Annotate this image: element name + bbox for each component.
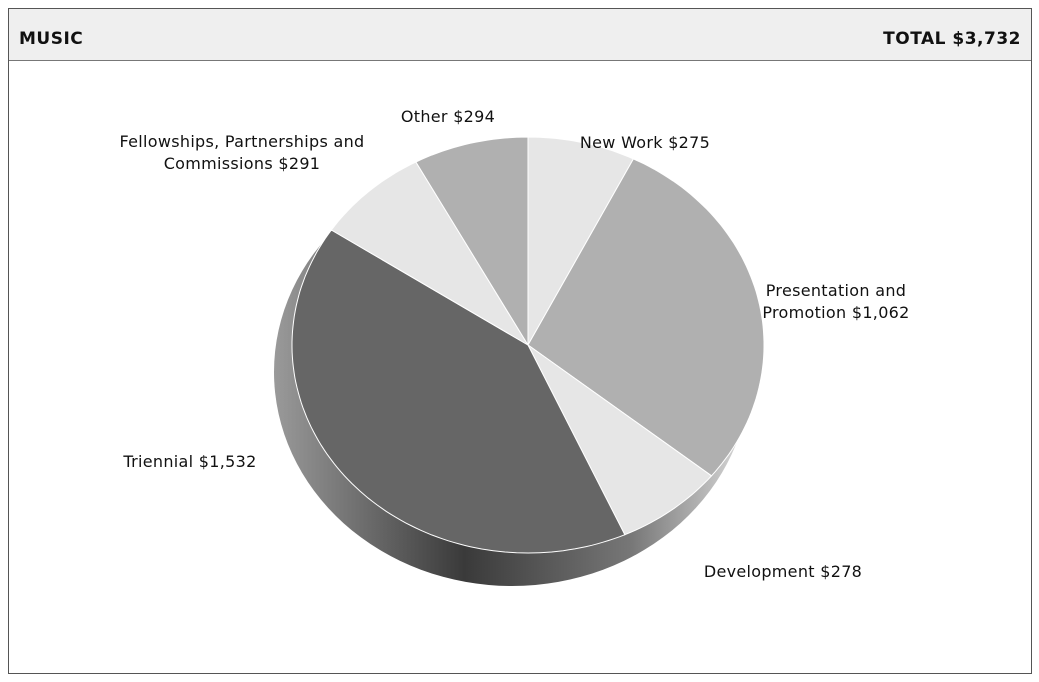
category-name: Triennial [123, 452, 194, 471]
value-label: $291 [278, 154, 321, 173]
pie-slice [527, 344, 713, 536]
chart-title: MUSIC [19, 29, 84, 49]
slice-label: Triennial $1,532 [40, 451, 340, 473]
total-label: TOTAL $3,732 [883, 29, 1021, 49]
slice-label: Development $278 [633, 561, 933, 583]
value-label: $275 [668, 133, 711, 152]
slice-label: Presentation and Promotion $1,062 [726, 280, 946, 324]
slice-label: New Work $275 [495, 132, 795, 154]
pie-slice [415, 136, 529, 347]
category-name: Other [400, 107, 448, 126]
header: MUSIC TOTAL $3,732 [9, 9, 1031, 61]
pie-slice [527, 136, 635, 347]
value-label: $1,532 [198, 452, 257, 471]
category-name: Presentation and Promotion [762, 281, 907, 322]
pie-slice [527, 158, 765, 477]
pie-slice [291, 229, 626, 554]
panel: MUSIC TOTAL $3,732 [8, 8, 1032, 674]
category-name: Development [703, 562, 815, 581]
category-name: New Work [579, 133, 663, 152]
pie-slice [330, 161, 529, 346]
slice-label: Fellowships, Partnerships and Commission… [97, 131, 387, 175]
category-name: Fellowships, Partnerships and Commission… [119, 132, 365, 173]
value-label: $278 [820, 562, 863, 581]
value-label: $294 [453, 107, 496, 126]
value-label: $1,062 [851, 303, 910, 322]
slice-label: Other $294 [298, 106, 598, 128]
